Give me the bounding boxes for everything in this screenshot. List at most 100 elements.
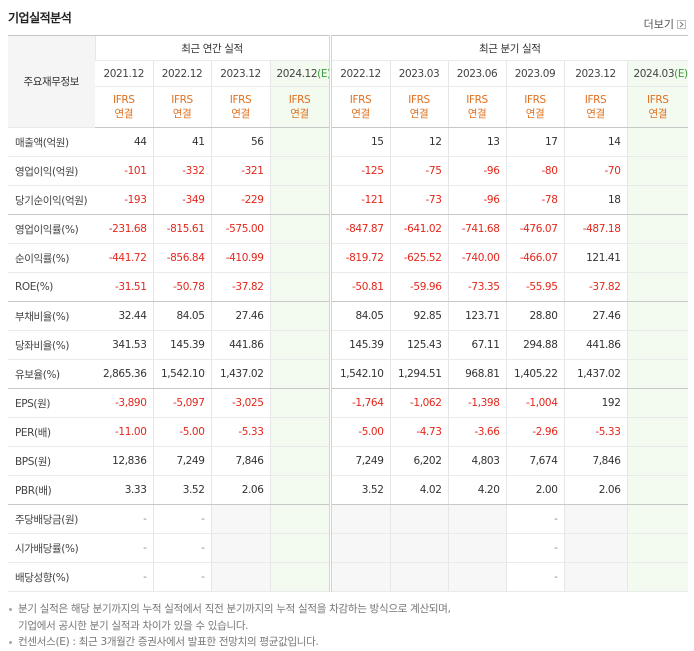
row-label: PBR(배) bbox=[8, 475, 95, 505]
row-label: 시가배당률(%) bbox=[8, 533, 95, 563]
accounting-cell: IFRS 연결 bbox=[152, 86, 211, 128]
empty-cell bbox=[447, 504, 506, 534]
value-cell: -193 bbox=[95, 185, 153, 215]
value-cell: -349 bbox=[152, 185, 211, 215]
row-label: 당좌비율(%) bbox=[8, 330, 95, 360]
value-cell: - bbox=[95, 533, 153, 563]
empty-cell bbox=[626, 417, 689, 447]
data-row: 배당성향(%) - - - bbox=[8, 562, 689, 592]
empty-cell bbox=[269, 272, 330, 302]
accounting-scope: 연결 bbox=[290, 108, 309, 120]
value-cell: -37.82 bbox=[563, 272, 627, 302]
accounting-standard: IFRS bbox=[171, 94, 193, 106]
data-row: 당좌비율(%) 341.53 145.39 441.86 145.39 125.43 67.… bbox=[8, 330, 689, 360]
period-date: 2022.12 bbox=[161, 67, 203, 80]
group-header: 최근 연간 실적 bbox=[94, 35, 330, 61]
row-label: PER(배) bbox=[8, 417, 95, 447]
value-cell: 7,846 bbox=[210, 446, 270, 476]
period-date: 2023.03 bbox=[398, 67, 440, 80]
corner-cell: 주요재무정보 bbox=[8, 35, 95, 128]
value-cell: - bbox=[505, 504, 564, 534]
empty-cell bbox=[210, 562, 270, 592]
row-label: BPS(원) bbox=[8, 446, 95, 476]
row-label: 순이익률(%) bbox=[8, 243, 95, 273]
value-cell: 2,865.36 bbox=[95, 359, 153, 389]
empty-cell bbox=[269, 388, 330, 418]
value-cell: -59.96 bbox=[389, 272, 448, 302]
data-row: PER(배) -11.00 -5.00 -5.33 -5.00 -4.73 -3.66 -2.… bbox=[8, 417, 689, 447]
value-cell: -410.99 bbox=[210, 243, 270, 273]
period-cell: 2023.12 bbox=[563, 60, 627, 87]
header-row: IFRS 연결 IFRS 연결 IFRS 연결 IFRS 연결 IFRS 연결 IFRS 연결 IFRS… bbox=[8, 86, 689, 128]
accounting-scope: 연결 bbox=[351, 108, 370, 120]
empty-cell bbox=[626, 272, 689, 302]
value-cell: - bbox=[95, 562, 153, 592]
value-cell: -75 bbox=[389, 156, 448, 186]
period-cell: 2021.12 bbox=[95, 60, 153, 87]
value-cell: -5.00 bbox=[152, 417, 211, 447]
data-row: 주당배당금(원) - - - bbox=[8, 504, 689, 534]
value-cell: 294.88 bbox=[505, 330, 564, 360]
value-cell: -3.66 bbox=[447, 417, 506, 447]
data-row: 순이익률(%) -441.72 -856.84 -410.99 -819.72 -625.… bbox=[8, 243, 689, 273]
value-cell: 12,836 bbox=[95, 446, 153, 476]
value-cell: 12 bbox=[389, 127, 448, 157]
value-cell: -641.02 bbox=[389, 214, 448, 244]
accounting-scope: 연결 bbox=[648, 108, 668, 120]
empty-cell bbox=[389, 533, 448, 563]
empty-cell bbox=[269, 214, 330, 244]
accounting-cell: IFRS 연결 bbox=[269, 86, 330, 128]
more-label[interactable]: 더보기 bbox=[643, 18, 674, 31]
accounting-cell: IFRS 연결 bbox=[389, 86, 448, 128]
empty-cell bbox=[269, 185, 330, 215]
data-row: 영업이익률(%) -231.68 -815.61 -575.00 -847.87 -641… bbox=[8, 214, 689, 244]
value-cell: 125.43 bbox=[389, 330, 448, 360]
value-cell: 15 bbox=[328, 127, 390, 157]
empty-cell bbox=[389, 562, 448, 592]
value-cell: 2.00 bbox=[505, 475, 564, 505]
row-label: 주당배당금(원) bbox=[8, 504, 95, 534]
row-label: 영업이익(억원) bbox=[8, 156, 95, 186]
empty-cell bbox=[626, 330, 689, 360]
value-cell: -96 bbox=[447, 156, 506, 186]
accounting-cell: IFRS 연결 bbox=[210, 86, 270, 128]
value-cell: -70 bbox=[563, 156, 627, 186]
period-cell: 2022.12 bbox=[328, 60, 390, 87]
empty-cell bbox=[269, 359, 330, 389]
empty-cell bbox=[626, 359, 689, 389]
value-cell: -229 bbox=[210, 185, 270, 215]
value-cell: 123.71 bbox=[447, 301, 506, 331]
notes: 분기 실적은 해당 분기까지의 누적 실적에서 직전 분기까지의 누적 실적을 … bbox=[8, 601, 451, 651]
value-cell: 441.86 bbox=[210, 330, 270, 360]
empty-cell bbox=[269, 533, 330, 563]
value-cell: 192 bbox=[563, 388, 627, 418]
value-cell: 1,437.02 bbox=[563, 359, 627, 389]
value-cell: 7,249 bbox=[152, 446, 211, 476]
accounting-scope: 연결 bbox=[525, 108, 545, 120]
value-cell: 27.46 bbox=[563, 301, 627, 331]
accounting-scope: 연결 bbox=[467, 108, 487, 120]
empty-cell bbox=[210, 504, 270, 534]
data-row: 시가배당률(%) - - - bbox=[8, 533, 689, 563]
accounting-standard: IFRS bbox=[349, 94, 372, 106]
period-cell: 2024.03(E) bbox=[626, 60, 689, 87]
value-cell: 4.20 bbox=[447, 475, 506, 505]
value-cell: 84.05 bbox=[152, 301, 211, 331]
value-cell: 56 bbox=[210, 127, 270, 157]
value-cell: 44 bbox=[95, 127, 153, 157]
empty-cell bbox=[626, 562, 689, 592]
note-line: 컨센서스(E) : 최근 3개월간 증권사에서 발표한 전망치의 평균값입니다. bbox=[18, 636, 319, 648]
period-cell: 2022.12 bbox=[152, 60, 211, 87]
accounting-scope: 연결 bbox=[586, 108, 605, 120]
accounting-scope: 연결 bbox=[114, 108, 134, 120]
more-link[interactable]: 더보기 bbox=[644, 16, 686, 32]
note-line: 분기 실적은 해당 분기까지의 누적 실적에서 직전 분기까지의 누적 실적을 … bbox=[18, 603, 451, 615]
value-cell: 3.52 bbox=[152, 475, 211, 505]
value-cell: - bbox=[505, 562, 564, 592]
data-row: EPS(원) -3,890 -5,097 -3,025 -1,764 -1,062 -1,3… bbox=[8, 388, 689, 418]
value-cell: -5,097 bbox=[152, 388, 211, 418]
value-cell: -55.95 bbox=[505, 272, 564, 302]
value-cell: 1,437.02 bbox=[210, 359, 270, 389]
more-icon[interactable] bbox=[677, 19, 686, 29]
accounting-standard: IFRS bbox=[584, 94, 607, 106]
